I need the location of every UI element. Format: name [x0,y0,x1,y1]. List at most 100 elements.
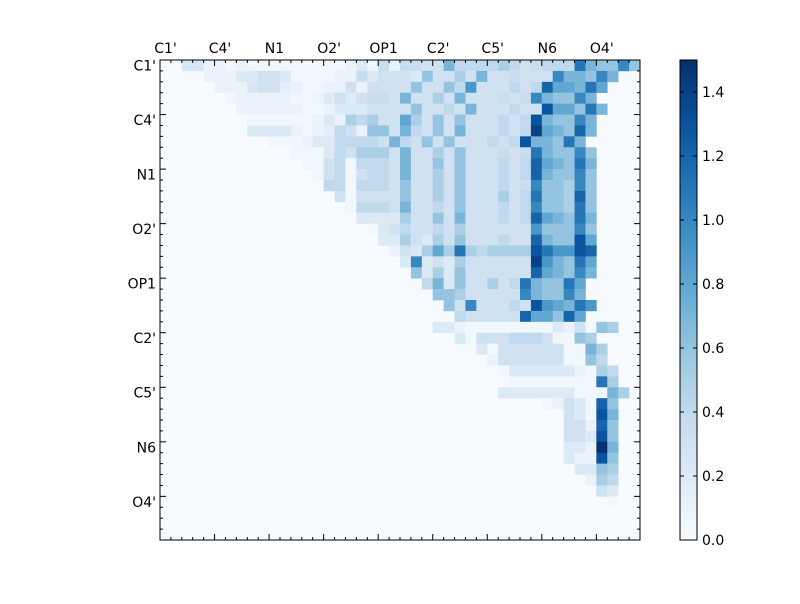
heatmap-cell [421,81,434,94]
heatmap-cell [509,190,521,203]
heatmap-cell [301,136,314,148]
heatmap-cell [432,267,444,279]
heatmap-cell [410,114,423,126]
heatmap-cell [367,223,379,235]
heatmap-cell [498,256,510,268]
heatmap-cell [258,81,270,94]
heatmap-cell [454,136,466,148]
heatmap-cell [225,81,237,94]
heatmap-cell [498,70,510,83]
heatmap-cell [443,223,455,235]
heatmap-cell [432,180,444,192]
heatmap-cell [421,190,434,203]
heatmap-cell [225,60,237,72]
heatmap-cell [563,452,575,464]
heatmap-cell [454,234,466,246]
heatmap-cell [476,300,488,312]
colorbar [679,59,698,541]
heatmap-cell [323,81,335,94]
heatmap-cell [269,81,281,94]
heatmap-cell [487,354,499,366]
heatmap-cell [530,147,543,159]
heatmap-cell [400,212,412,224]
heatmap-cell [367,92,379,104]
heatmap-cell [574,180,586,192]
heatmap-cell [541,114,554,126]
heatmap-cell [563,267,575,279]
heatmap-cell [607,409,619,421]
heatmap-cell [410,180,423,192]
heatmap-cell [574,365,586,377]
heatmap-cell [574,212,586,224]
heatmap-cell [465,223,477,235]
axis-ticks [159,59,641,541]
heatmap-cell [421,278,434,290]
heatmap-cell [214,81,226,94]
heatmap-cell [574,125,586,137]
y-tick-label: N1 [137,168,156,184]
heatmap-cell [552,158,564,170]
heatmap-cell [345,180,357,192]
y-tick-label: OP1 [128,277,156,293]
heatmap-cell [552,136,564,148]
heatmap-cell [574,463,586,475]
heatmap-cell [487,300,499,312]
heatmap-cell [596,354,608,366]
heatmap-cell [312,103,324,115]
heatmap-cell [400,125,412,137]
heatmap-cell [400,256,412,268]
heatmap-cell [356,92,368,104]
heatmap-cell [476,70,488,83]
heatmap-cell [574,387,586,399]
heatmap-cell [552,300,564,312]
heatmap-cell [269,136,281,148]
heatmap-cell [509,201,521,214]
heatmap-cell [432,234,444,246]
heatmap-cell [454,60,466,72]
heatmap-cell [585,103,597,115]
heatmap-cell [585,452,597,464]
heatmap-cell [400,223,412,235]
heatmap-cell [541,70,554,83]
heatmap-cell [541,289,554,301]
heatmap-cell [487,60,499,72]
heatmap-cell [585,376,597,388]
heatmap-cell [607,387,619,399]
heatmap-cell [585,430,597,443]
heatmap-cell [258,103,270,115]
heatmap-cell [301,147,314,159]
heatmap-cell [301,81,314,94]
heatmap-cell [487,70,499,83]
heatmap-cell [280,92,292,104]
heatmap-cell [454,114,466,126]
heatmap-cell [520,223,532,235]
heatmap-cell [389,169,401,181]
heatmap-cell [596,398,608,410]
heatmap-cell [520,267,532,279]
heatmap-cell [432,289,444,301]
heatmap-cell [530,310,543,323]
heatmap-cell [421,201,434,214]
heatmap-cell [563,300,575,312]
heatmap-cell [432,103,444,115]
heatmap-cell [585,190,597,203]
heatmap-cell [345,201,357,214]
heatmap-cell [323,125,335,137]
heatmap-cell [378,114,390,126]
heatmap-cell [563,409,575,421]
heatmap-cell [432,201,444,214]
heatmap-cell [421,256,434,268]
heatmap-cell [400,190,412,203]
heatmap-cell [520,321,532,334]
heatmap-cell [334,169,346,181]
heatmap-cell [476,223,488,235]
heatmap-cell [378,60,390,72]
heatmap-cell [476,136,488,148]
heatmap-cell [378,158,390,170]
heatmap-cell [509,245,521,257]
heatmap-cell [487,103,499,115]
heatmap-cell [541,354,554,366]
y-tick-label: C5' [133,386,156,402]
heatmap-cell [574,310,586,323]
heatmap-cell [367,125,379,137]
